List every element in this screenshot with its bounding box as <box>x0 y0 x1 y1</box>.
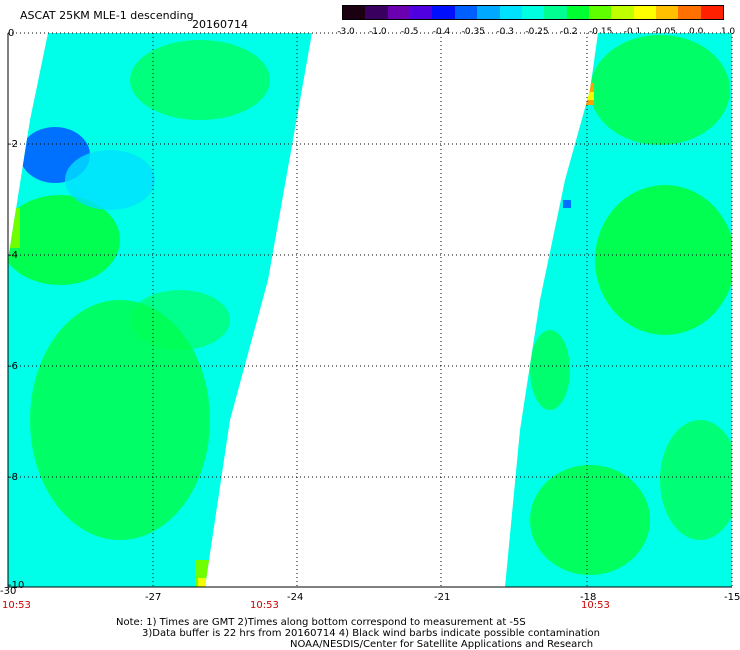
color-scale-label: -0.35 <box>461 27 485 37</box>
color-scale-swatch <box>566 6 589 19</box>
color-scale-swatch <box>454 6 478 19</box>
wind-patch <box>595 185 732 335</box>
low-wind-patch <box>563 200 571 208</box>
wind-patch <box>65 150 155 210</box>
map-date: 20160714 <box>192 18 248 31</box>
time-label: 10:53 <box>2 600 31 611</box>
color-scale-swatch <box>432 6 455 19</box>
wind-patch <box>530 330 570 410</box>
note-line-1: Note: 1) Times are GMT 2)Times along bot… <box>116 617 526 628</box>
time-label: 10:53 <box>581 600 610 611</box>
y-tick-label: -2 <box>8 139 18 150</box>
note-line-3: NOAA/NESDIS/Center for Satellite Applica… <box>290 639 594 650</box>
color-scale-label: 1.0 <box>720 27 736 37</box>
wind-patch <box>130 40 270 120</box>
color-scale-swatch <box>410 6 433 19</box>
wind-patch <box>590 35 730 145</box>
y-tick-label: -4 <box>8 250 18 261</box>
color-scale-label: -0.25 <box>525 27 549 37</box>
note-line-2: 3)Data buffer is 22 hrs from 20160714 4)… <box>142 628 600 639</box>
y-tick-label: -10 <box>8 580 25 591</box>
wind-patch <box>8 195 120 285</box>
color-scale-swatch <box>611 6 634 19</box>
color-scale-swatch <box>700 6 724 19</box>
left-swath <box>8 33 312 587</box>
y-tick-label: 0 <box>8 28 15 39</box>
color-scale-swatch <box>544 6 567 19</box>
color-scale-label: 0.0 <box>688 27 704 37</box>
x-tick-label: -21 <box>434 592 451 603</box>
wind-patch <box>530 465 650 575</box>
color-scale-swatch <box>656 6 679 19</box>
color-scale-swatch <box>521 6 545 19</box>
map-title: ASCAT 25KM MLE-1 descending <box>20 9 194 22</box>
color-scale-label: -0.5 <box>400 27 419 37</box>
color-scale-label: -0.05 <box>652 27 676 37</box>
color-scale-swatch <box>365 6 388 19</box>
x-tick-label: -24 <box>287 592 304 603</box>
color-scale-labels: -3.0 -1.0 -0.5 -0.4 -0.35 -0.3 -0.25 -0.2 -0.15-… <box>336 27 736 39</box>
color-scale-swatch <box>387 6 411 19</box>
x-tick-label: -30 <box>0 586 17 597</box>
x-tick-label: -18 <box>580 592 597 603</box>
color-scale-bar <box>342 5 724 20</box>
color-scale-swatch <box>477 6 500 19</box>
x-tick-label: -27 <box>145 592 162 603</box>
color-scale-label: -0.1 <box>623 27 642 37</box>
wind-patch <box>660 420 732 540</box>
color-scale-label: -0.3 <box>496 27 514 37</box>
x-tick-label: -15 <box>724 592 740 603</box>
wind-patch <box>30 300 210 540</box>
time-label: 10:53 <box>250 600 279 611</box>
color-scale-label: -0.2 <box>560 27 578 37</box>
color-scale-swatch <box>633 6 657 19</box>
color-scale-label: -0.4 <box>432 27 451 37</box>
color-scale-swatch <box>588 6 612 19</box>
wind-patch <box>586 92 594 100</box>
color-scale-swatch <box>499 6 522 19</box>
color-scale-label: -3.0 <box>337 27 355 37</box>
right-swath <box>505 33 732 587</box>
color-scale-label: -1.0 <box>369 27 387 37</box>
wind-patch <box>130 290 230 350</box>
wind-patch <box>198 578 206 587</box>
color-scale-swatch <box>678 6 701 19</box>
color-scale-label: -0.15 <box>589 27 613 37</box>
y-tick-label: -8 <box>8 472 18 483</box>
color-scale-swatch <box>343 6 366 19</box>
wind-patch <box>8 208 20 248</box>
y-tick-label: -6 <box>8 361 18 372</box>
